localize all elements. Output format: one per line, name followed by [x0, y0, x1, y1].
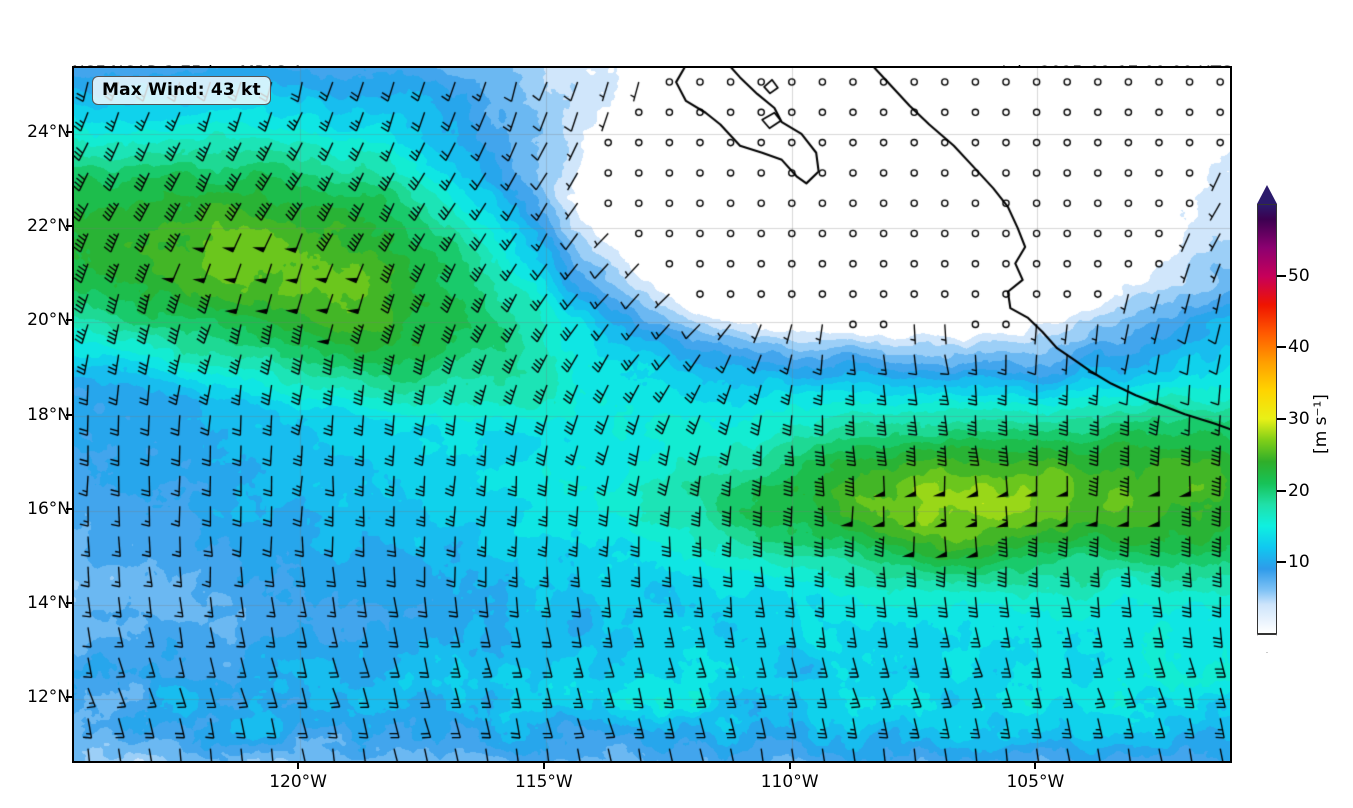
colorbar-tick-label-20: 20 [1288, 480, 1310, 501]
colorbar-tick-mark [1277, 489, 1286, 492]
colorbar-tick-label-50: 50 [1288, 265, 1310, 286]
colorbar [1257, 185, 1277, 653]
x-tick-label-115W: 115°W [514, 772, 573, 792]
y-tick-label-22N: 22°N [27, 216, 70, 237]
y-tick-mark [66, 507, 72, 510]
x-tick-mark [1034, 763, 1037, 769]
x-tick-mark [542, 763, 545, 769]
max-wind-annotation: Max Wind: 43 kt [92, 76, 271, 105]
y-tick-mark [66, 130, 72, 133]
y-tick-mark [66, 601, 72, 604]
colorbar-tick-mark [1277, 346, 1286, 349]
x-tick-mark [788, 763, 791, 769]
x-tick-label-110W: 110°W [760, 772, 819, 792]
y-tick-mark [66, 319, 72, 322]
y-tick-mark [66, 696, 72, 699]
colorbar-tick-label-30: 30 [1288, 409, 1310, 429]
x-tick-mark [297, 763, 300, 769]
colorbar-tick-label-40: 40 [1288, 337, 1310, 358]
colorbar-tick-mark [1277, 418, 1286, 420]
y-tick-label-12N: 12°N [27, 687, 70, 708]
x-tick-label-120W: 120°W [269, 772, 327, 792]
colorbar-extend-max-icon [1257, 185, 1277, 204]
y-tick-mark [66, 413, 72, 416]
colorbar-extend-min-icon [1257, 634, 1277, 653]
colorbar-tick-mark [1277, 561, 1286, 564]
y-tick-label-20N: 20°N [27, 310, 70, 331]
y-tick-mark [66, 225, 72, 228]
colorbar-unit-label: [m s⁻¹] [1311, 394, 1331, 454]
y-tick-label-16N: 16°N [27, 498, 70, 519]
wind-barbs-layer [74, 68, 1230, 761]
x-tick-label-105W: 105°W [1006, 772, 1065, 792]
y-tick-label-18N: 18°N [27, 404, 70, 425]
y-tick-label-24N: 24°N [27, 121, 70, 142]
colorbar-tick-mark [1277, 274, 1286, 277]
colorbar-tick-label-10: 10 [1288, 552, 1310, 573]
y-tick-label-14N: 14°N [27, 592, 70, 613]
colorbar-gradient [1257, 204, 1277, 634]
map-plot-area [72, 66, 1232, 763]
